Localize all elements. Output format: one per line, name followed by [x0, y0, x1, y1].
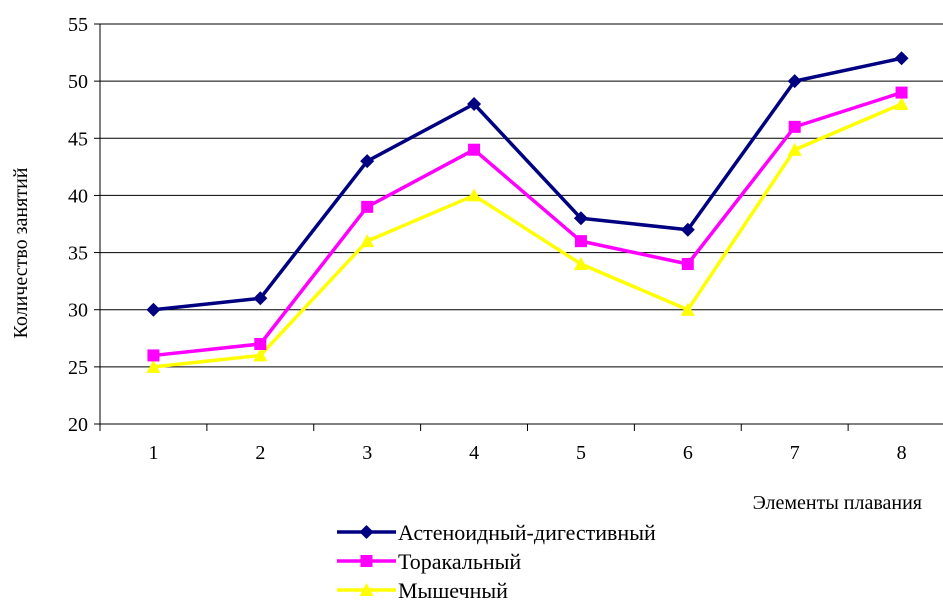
- series-diamond: [146, 51, 909, 317]
- data-point: [253, 291, 268, 306]
- data-point: [787, 142, 802, 156]
- x-tick-label: 1: [148, 442, 158, 464]
- x-axis-title: Элементы плавания: [753, 492, 922, 514]
- y-tick-label: 30: [68, 300, 88, 322]
- gridlines: [100, 23, 943, 368]
- y-tick-label: 20: [68, 414, 88, 436]
- data-point: [361, 200, 374, 213]
- data-point: [467, 97, 482, 111]
- data-point: [146, 359, 161, 373]
- y-tick-label: 25: [68, 357, 88, 379]
- data-point: [573, 257, 588, 270]
- legend-swatch-marker: [360, 555, 373, 567]
- legend-item: Мышечный: [337, 578, 508, 601]
- series-layer: [146, 51, 909, 373]
- data-point: [787, 74, 802, 89]
- series-line: [153, 56, 902, 312]
- data-point: [680, 222, 695, 237]
- x-tick-label: 4: [469, 442, 479, 464]
- legend: Астеноидный-дигестивный Торакальный Мышечн…: [337, 520, 656, 601]
- legend-item: Астеноидный-дигестивный: [337, 520, 656, 545]
- data-point: [573, 211, 588, 226]
- data-point: [680, 302, 695, 316]
- legend-item: Торакальный: [337, 549, 521, 574]
- data-point: [467, 188, 482, 202]
- y-tick-label: 55: [68, 14, 88, 36]
- series-line: [153, 102, 903, 369]
- data-point: [894, 51, 909, 66]
- legend-swatch-marker: [359, 525, 374, 539]
- data-point: [894, 97, 909, 110]
- legend-label: Мышечный: [398, 578, 508, 601]
- data-point: [788, 120, 801, 133]
- x-tick-label: 5: [576, 442, 586, 464]
- axes: [99, 24, 943, 425]
- series-line: [153, 90, 903, 358]
- data-point: [360, 234, 375, 248]
- y-axis-ticks: 20 25 30 35 40 45 50 55: [68, 14, 100, 436]
- series-triangle: [146, 97, 909, 373]
- y-tick-label: 40: [68, 185, 88, 207]
- x-tick-label: 6: [683, 442, 693, 464]
- y-tick-label: 35: [68, 243, 88, 265]
- data-point: [895, 86, 908, 99]
- y-tick-label: 50: [68, 71, 88, 93]
- data-point: [681, 258, 694, 270]
- data-point: [253, 348, 268, 362]
- data-point: [254, 338, 267, 350]
- data-point: [146, 302, 161, 317]
- series-square: [147, 86, 908, 362]
- x-tick-label: 7: [790, 442, 800, 464]
- legend-label: Астеноидный-дигестивный: [398, 520, 656, 545]
- data-point: [468, 143, 481, 156]
- data-point: [360, 154, 375, 169]
- x-axis-ticks: 1 2 3 4 5 6 7 8: [99, 424, 907, 464]
- y-tick-label: 45: [68, 128, 88, 150]
- data-point: [147, 349, 160, 362]
- x-tick-label: 3: [362, 442, 372, 464]
- x-tick-label: 8: [897, 442, 907, 464]
- legend-label: Торакальный: [398, 549, 521, 574]
- data-point: [574, 235, 587, 248]
- x-tick-label: 2: [255, 442, 265, 464]
- y-axis-title: Количество занятий: [10, 167, 32, 338]
- legend-swatch-marker: [359, 583, 374, 596]
